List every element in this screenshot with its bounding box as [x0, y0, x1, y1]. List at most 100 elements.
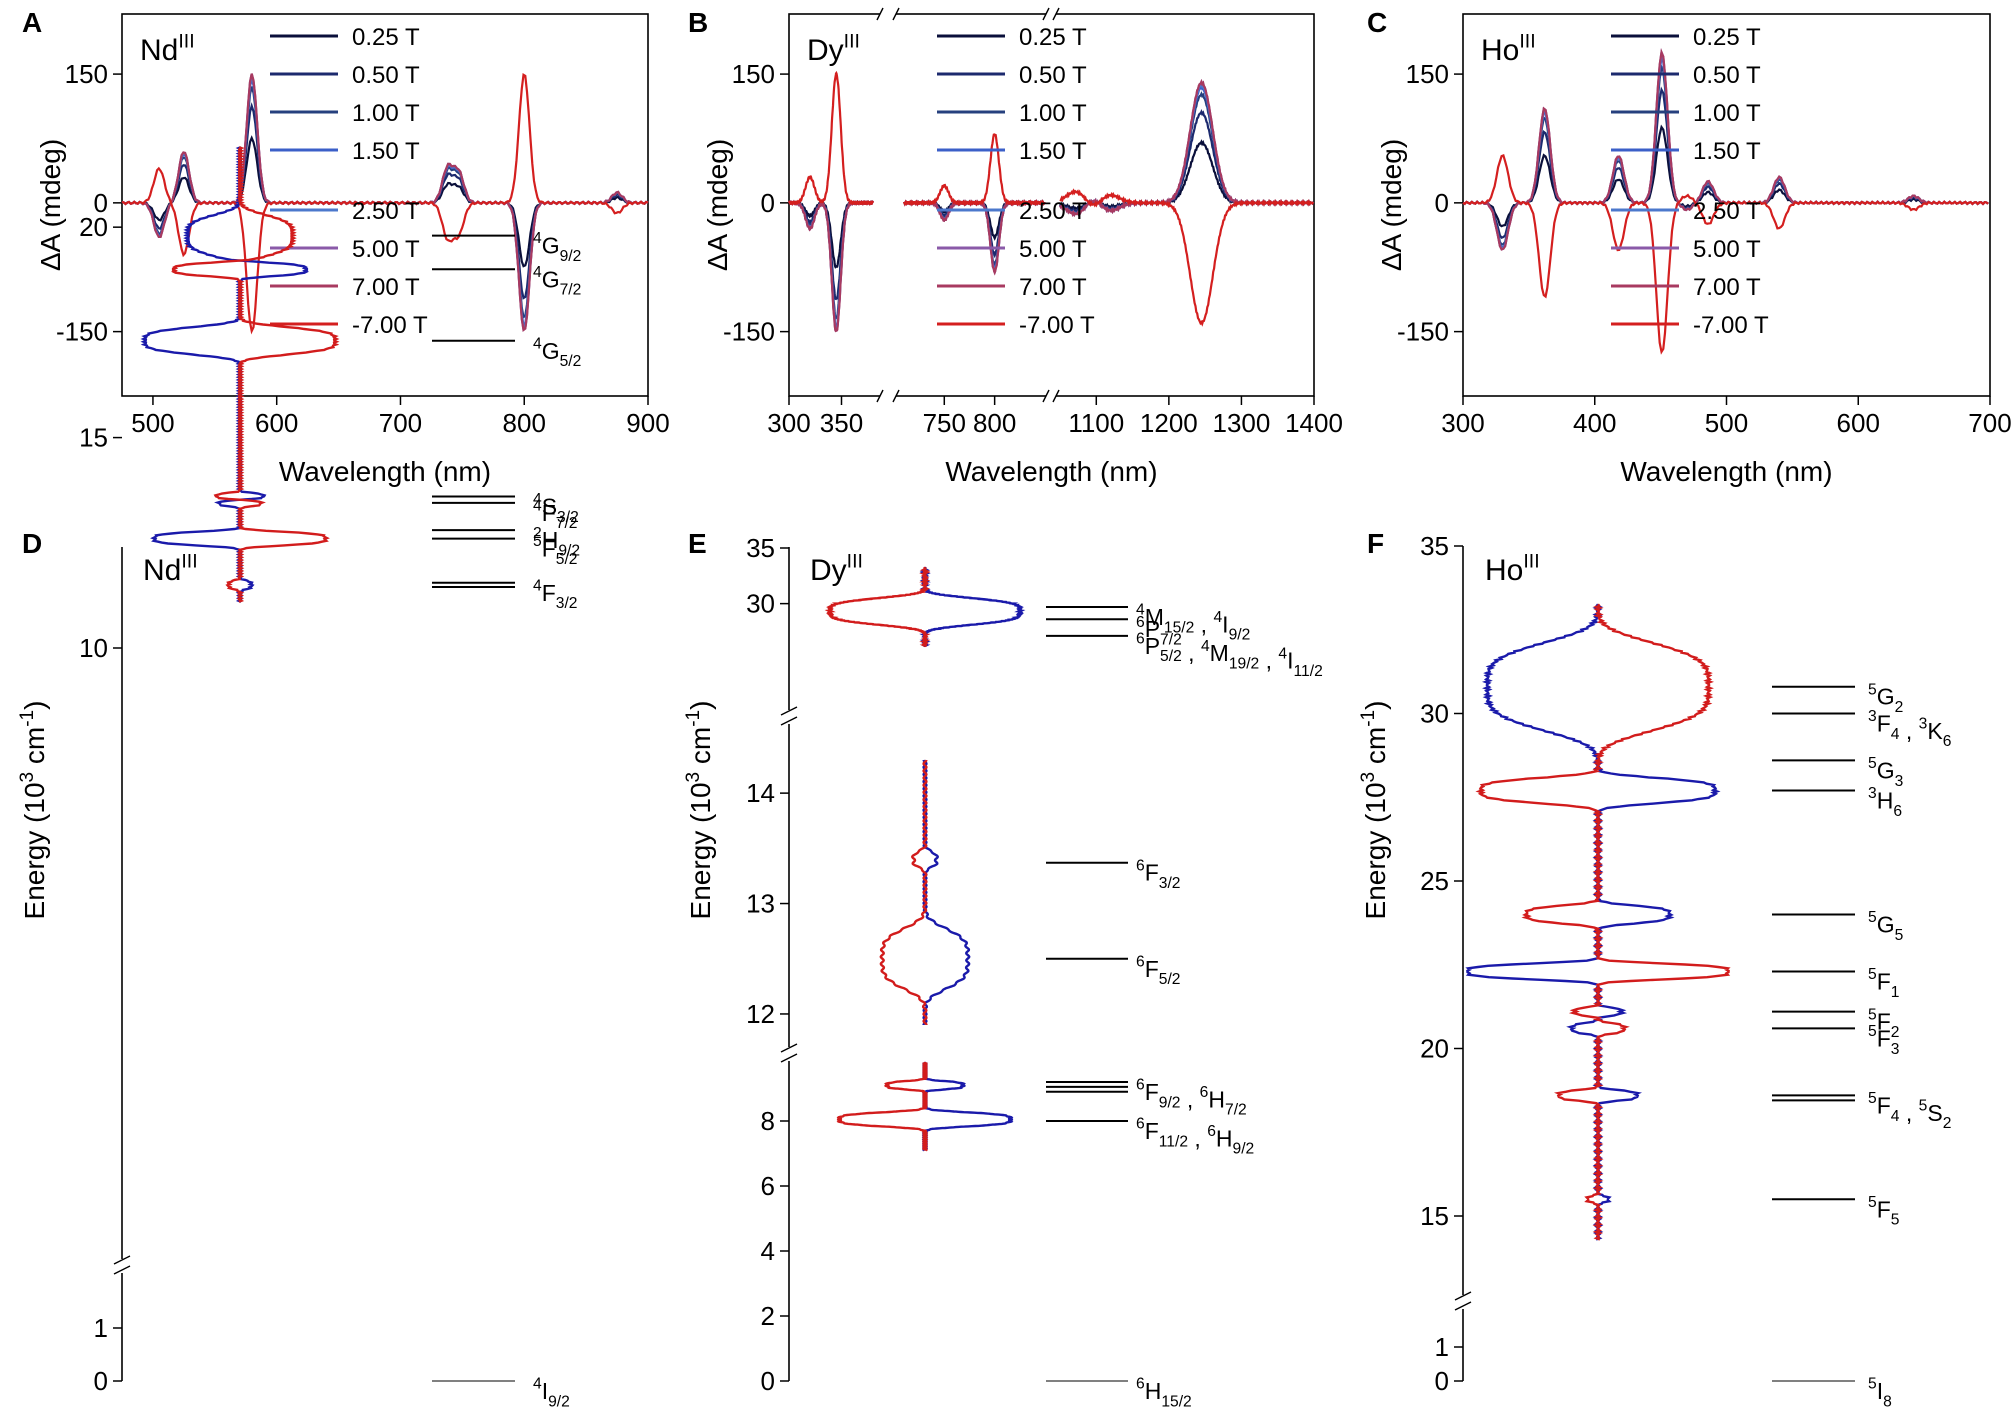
x-tick-label: 700	[1968, 408, 2011, 438]
y-tick-label: 15	[1420, 1201, 1449, 1231]
y-tick-label: 15	[79, 423, 108, 453]
y-tick-label: 12	[746, 999, 775, 1029]
panel-a: -150 0 150 500 600 700 800 900 Wavelength (nm) ΔA…	[35, 13, 670, 487]
axis-break-mark	[780, 716, 798, 726]
energy-level-label: 4S3/2	[533, 491, 579, 526]
x-tick-label: 500	[1705, 408, 1748, 438]
x-tick-label: 1300	[1213, 408, 1271, 438]
x-tick-label: 1400	[1285, 408, 1343, 438]
energy-trace-blue	[1465, 603, 1721, 1241]
x-tick-label: 800	[503, 408, 546, 438]
energy-level-label: 6P7/2	[1136, 614, 1182, 649]
axis-break-mask	[781, 1047, 797, 1061]
energy-trace-blue	[921, 1061, 1014, 1152]
energy-trace-blue	[140, 146, 309, 603]
energy-level-label: 5F5	[1868, 1194, 1900, 1229]
y-axis-label: ΔA (mdeg)	[35, 139, 66, 271]
y-tick-label: 0	[94, 188, 108, 218]
y-tick-label: 1	[1435, 1332, 1449, 1362]
y-tick-label: -150	[56, 317, 108, 347]
energy-level-label: 6P5/2 , 4M19/2 , 4I11/2	[1136, 631, 1323, 680]
y-tick-label: 0	[1435, 1366, 1449, 1396]
y-tick-label: 2	[761, 1301, 775, 1331]
legend-label: 7.00 T	[1693, 274, 1761, 301]
axis-break-mask	[880, 392, 896, 400]
legend-label: 1.00 T	[1693, 100, 1761, 127]
axis-break-mask	[1455, 1295, 1471, 1309]
energy-level-label: 4F7/2	[533, 497, 578, 532]
energy-trace-red	[1475, 603, 1731, 1241]
panel-f: 15 20 25 30 35 0 1 Energy (103 cm-1) HoIII 5G23F4…	[1358, 531, 1951, 1407]
ion-label: HoIII	[1481, 30, 1536, 67]
y-tick-label: 0	[761, 1366, 775, 1396]
axis-break-mark	[1042, 7, 1050, 21]
series-line-7	[787, 70, 1315, 327]
energy-level-label: 2H9/2	[533, 525, 580, 560]
legend-label: 2.50 T	[1693, 198, 1761, 225]
energy-level-label: 6F3/2	[1136, 857, 1181, 892]
y-tick-label: 30	[746, 589, 775, 619]
x-tick-label: 300	[767, 408, 810, 438]
y-tick-label: 150	[1406, 59, 1449, 89]
energy-level-label: 5F4 , 5S2	[1868, 1090, 1951, 1132]
panel-letter-d: D	[22, 528, 42, 559]
y-tick-label: 150	[65, 59, 108, 89]
energy-level-label: 4F3/2	[533, 577, 578, 612]
energy-trace-blue	[922, 759, 971, 1026]
legend-label: 1.50 T	[1693, 138, 1761, 165]
x-tick-label: 700	[379, 408, 422, 438]
y-axis-label: ΔA (mdeg)	[702, 139, 733, 271]
x-tick-label: 1100	[1068, 408, 1124, 438]
plot-frame	[121, 13, 649, 397]
energy-level-label: 5F1	[1868, 966, 1899, 1001]
energy-trace-red	[824, 566, 931, 648]
legend-label: -7.00 T	[1693, 312, 1769, 339]
axis-break-mask	[880, 10, 896, 18]
energy-level-label: 4M15/2 , 4I9/2	[1136, 602, 1250, 644]
legend-label: 7.00 T	[352, 274, 420, 301]
energy-level-label: 4I9/2	[533, 1376, 570, 1407]
legend-label: 5.00 T	[1693, 236, 1761, 263]
y-tick-label: -150	[723, 317, 775, 347]
panel-letter-c: C	[1367, 7, 1387, 38]
legend-label: 0.25 T	[1019, 24, 1087, 51]
x-axis-label: Wavelength (nm)	[1620, 456, 1832, 487]
y-tick-label: 35	[1420, 531, 1449, 561]
legend-label: 0.50 T	[1019, 62, 1087, 89]
axis-break-mark	[113, 1265, 131, 1275]
energy-level-label: 4G9/2	[533, 230, 581, 265]
y-tick-label: 30	[1420, 699, 1449, 729]
energy-level-label: 5I8	[1868, 1376, 1892, 1407]
x-tick-label: 750	[923, 408, 966, 438]
y-tick-label: 25	[1420, 866, 1449, 896]
x-tick-label: 600	[255, 408, 298, 438]
axis-break-mask	[781, 710, 797, 724]
y-tick-label: 10	[79, 633, 108, 663]
legend-label: 2.50 T	[352, 198, 420, 225]
axis-break-mark	[876, 389, 884, 403]
energy-trace-red	[879, 759, 928, 1026]
panel-letter-b: B	[688, 7, 708, 38]
ion-label: DyIII	[807, 30, 860, 67]
axis-break-mask	[114, 1259, 130, 1273]
y-tick-label: 4	[761, 1236, 775, 1266]
y-tick-label: 1	[94, 1313, 108, 1343]
legend-label: 5.00 T	[1019, 236, 1087, 263]
legend-label: 0.25 T	[1693, 24, 1761, 51]
energy-level-label: 5F2	[1868, 1006, 1899, 1041]
x-tick-label: 300	[1441, 408, 1484, 438]
energy-level-label: 6F5/2	[1136, 953, 1181, 988]
axis-break-mark	[1042, 389, 1050, 403]
y-tick-label: 20	[79, 212, 108, 242]
legend-label: 0.25 T	[352, 24, 420, 51]
energy-level-label: 4G7/2	[533, 264, 581, 299]
y-axis-label: ΔA (mdeg)	[1376, 139, 1407, 271]
energy-trace-blue	[919, 566, 1026, 648]
x-tick-label: 350	[820, 408, 863, 438]
axis-break-mark	[1052, 389, 1060, 403]
y-tick-label: 14	[746, 778, 775, 808]
y-tick-label: -150	[1397, 317, 1449, 347]
y-tick-label: 0	[1435, 188, 1449, 218]
legend-label: 1.50 T	[1019, 138, 1087, 165]
